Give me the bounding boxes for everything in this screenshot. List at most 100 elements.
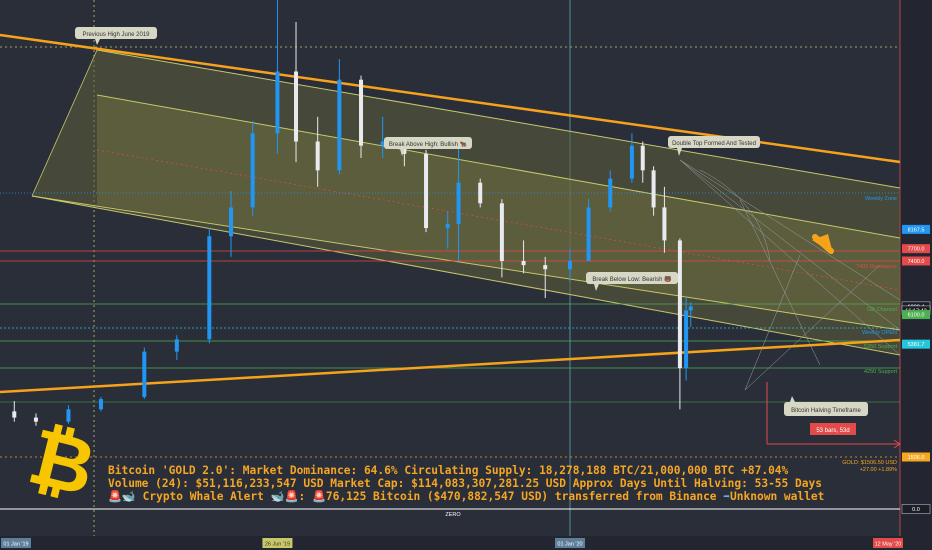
candle[interactable] bbox=[478, 178, 483, 208]
candle[interactable] bbox=[66, 405, 71, 424]
annotation-double-top: Double Top Formed And Tested bbox=[668, 136, 760, 156]
zero-label: ZERO bbox=[445, 512, 461, 518]
time-axis-background bbox=[0, 536, 932, 550]
candlestick-series bbox=[12, 0, 693, 426]
price-tag-text: 5381.7 bbox=[908, 342, 925, 348]
candle-body bbox=[33, 417, 38, 422]
label-weekly-open: Weekly OPEN bbox=[862, 330, 897, 336]
candle-body bbox=[688, 306, 693, 311]
candle-body bbox=[12, 411, 17, 418]
candle[interactable] bbox=[275, 0, 280, 154]
time-tag: 26 Jun '19 bbox=[262, 538, 293, 548]
price-tag: 0.0 bbox=[901, 504, 931, 514]
label-4250-support: 4250 Support bbox=[864, 369, 897, 375]
whale-alert-icons-2: 🐋🚨 bbox=[270, 490, 299, 503]
candle[interactable] bbox=[207, 228, 212, 344]
candle[interactable] bbox=[651, 166, 656, 216]
stats-line-3: 🚨🐋 Crypto Whale Alert 🐋🚨: 🚨76,125 Bitcoi… bbox=[108, 490, 824, 503]
candle-body bbox=[229, 207, 233, 237]
candle-body bbox=[337, 79, 342, 171]
price-tag-bg bbox=[902, 256, 930, 266]
candle[interactable] bbox=[250, 120, 255, 216]
candle[interactable] bbox=[499, 199, 504, 278]
candle[interactable] bbox=[608, 170, 613, 212]
candle[interactable] bbox=[677, 238, 682, 410]
price-tag-bg bbox=[902, 310, 930, 320]
candle-body bbox=[478, 182, 483, 204]
candle[interactable] bbox=[424, 149, 429, 233]
candle-body bbox=[445, 223, 450, 229]
annotation-break-below-text: Break Below Low: Bearish 🐻 bbox=[592, 275, 672, 283]
candle[interactable] bbox=[629, 133, 634, 183]
price-axis-background bbox=[900, 0, 932, 550]
candle[interactable] bbox=[33, 413, 38, 426]
orange-support-trendline bbox=[0, 338, 901, 394]
candle-body bbox=[521, 261, 526, 266]
market-stats-panel: Bitcoin 'GOLD 2.0': Market Dominance: 64… bbox=[108, 464, 824, 503]
whale-alert-sep: : bbox=[298, 490, 312, 503]
price-tag-bg bbox=[902, 244, 930, 254]
candle[interactable] bbox=[359, 75, 364, 158]
candle-body bbox=[142, 351, 147, 397]
candle[interactable] bbox=[315, 116, 320, 187]
candle-body bbox=[66, 409, 71, 422]
candle[interactable] bbox=[543, 256, 548, 299]
price-tag-bg bbox=[902, 339, 930, 349]
annotation-break-above: Break Above High: Bullish 🐂 bbox=[384, 137, 472, 156]
candle-body bbox=[456, 182, 461, 224]
halving-bars-box: 53 bars, 53d bbox=[810, 423, 856, 435]
price-tag-text: 8167.5 bbox=[908, 227, 925, 233]
candle[interactable] bbox=[142, 347, 147, 400]
halving-measure bbox=[766, 382, 901, 449]
channel-lower-inner-line bbox=[31, 195, 901, 331]
label-5350-support: 5350 Support bbox=[864, 344, 897, 350]
time-axis-tags: 01 Jan '19 26 Jun '19 01 Jan '20 12 May '20 bbox=[1, 538, 903, 548]
whale-alert-icons: 🚨🐋 bbox=[108, 490, 136, 503]
candle[interactable] bbox=[688, 302, 693, 327]
candle[interactable] bbox=[98, 396, 103, 412]
candle-body bbox=[640, 145, 645, 171]
time-tag-text: 01 Jan '19 bbox=[3, 542, 28, 548]
label-gold-change: +27.00 +1.89% bbox=[860, 467, 897, 473]
candle[interactable] bbox=[12, 401, 17, 422]
annotation-break-below: Break Below Low: Bearish 🐻 bbox=[586, 272, 678, 291]
candle-body bbox=[424, 153, 429, 229]
candle[interactable] bbox=[294, 22, 299, 163]
arrow-right-icon: ➡ bbox=[723, 490, 731, 503]
price-tag: 7400.0 bbox=[902, 256, 930, 266]
time-tag-bg bbox=[555, 538, 585, 548]
channel-bottom-line bbox=[31, 195, 901, 356]
candle-body bbox=[98, 399, 103, 410]
candle[interactable] bbox=[456, 141, 461, 261]
annotation-previous-high: Previous High June 2019 bbox=[75, 27, 157, 45]
candle-body bbox=[651, 170, 656, 208]
candle[interactable] bbox=[337, 59, 342, 175]
price-tag-text: 6100.0 bbox=[908, 313, 925, 319]
channel-upper-inner-line bbox=[96, 94, 901, 239]
candle[interactable] bbox=[684, 298, 689, 381]
annotation-halving: Bitcoin Halving Timeframe bbox=[784, 396, 868, 416]
candle[interactable] bbox=[662, 186, 667, 253]
candle[interactable] bbox=[568, 248, 572, 282]
candle-body bbox=[294, 71, 299, 142]
annotation-previous-high-text: Previous High June 2019 bbox=[82, 32, 150, 38]
channel-inner-fill bbox=[97, 95, 900, 330]
candle[interactable] bbox=[229, 190, 233, 257]
candle-body bbox=[684, 310, 689, 369]
alert-siren-icon: 🚨 bbox=[311, 490, 326, 503]
candle[interactable] bbox=[380, 116, 385, 158]
candle-body bbox=[629, 145, 634, 179]
candle[interactable] bbox=[174, 335, 179, 360]
label-gb-channel: GB Channel bbox=[867, 307, 897, 313]
candle[interactable] bbox=[640, 141, 645, 183]
label-7400-resistance: 7400 Resistance bbox=[856, 264, 897, 270]
candle-body bbox=[380, 141, 385, 146]
candle[interactable] bbox=[521, 240, 526, 274]
channel-mid-line bbox=[96, 149, 901, 291]
annotation-halving-text: Bitcoin Halving Timeframe bbox=[791, 408, 861, 414]
price-tag: 1506.0 bbox=[902, 452, 930, 462]
candle[interactable] bbox=[586, 199, 591, 261]
candle[interactable] bbox=[445, 211, 450, 249]
